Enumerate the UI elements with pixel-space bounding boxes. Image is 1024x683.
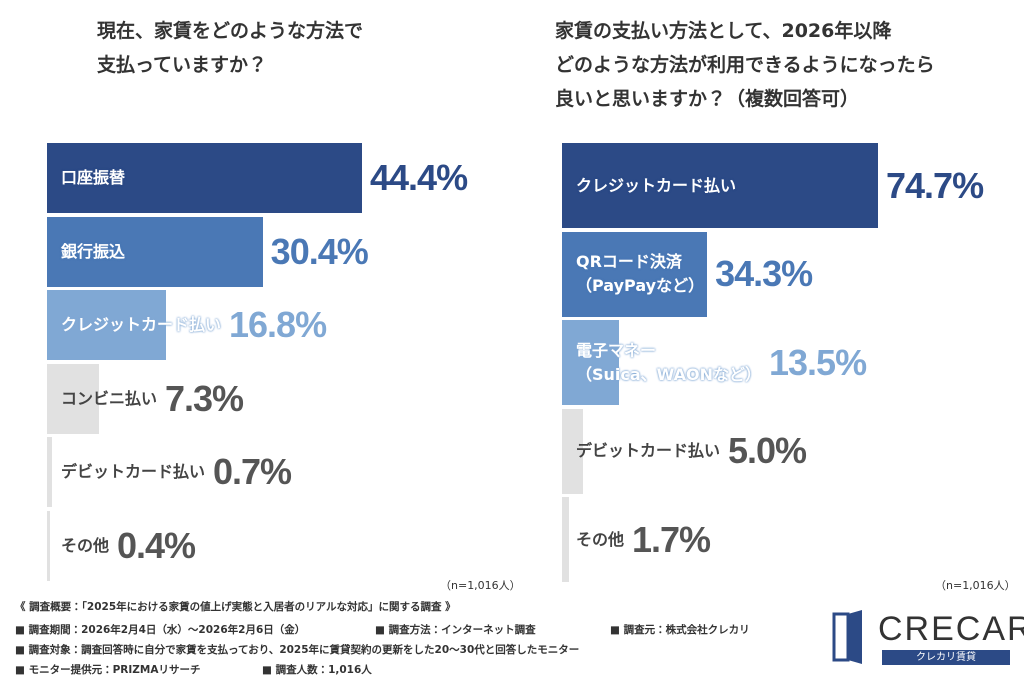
value-label: 0.4% bbox=[117, 524, 196, 566]
value-label: 0.7% bbox=[213, 451, 292, 492]
bar bbox=[47, 216, 263, 287]
logo-tagline: クレカリ賃貸 bbox=[882, 650, 1010, 665]
chart-title: 現在、家賃をどのような方法で 支払っていますか？ bbox=[97, 20, 364, 76]
category-label: 銀行振込 bbox=[61, 241, 126, 261]
category-label: その他 bbox=[576, 529, 625, 549]
chart-title: 家賃の支払い方法として、2026年以降 どのような方法が利用できるようになったら… bbox=[555, 20, 935, 110]
sample-note: （n=1,016人） bbox=[935, 579, 1016, 592]
bar bbox=[47, 510, 50, 581]
category-label: コンビニ払い bbox=[61, 388, 158, 408]
footer-item: ■ 調査期間：2026年2月4日（水）〜2026年2月6日（金） bbox=[15, 624, 306, 636]
footer-item: ■ 調査元：株式会社クレカリ bbox=[610, 624, 750, 636]
footer-heading: 《 調査概要：「2025年における家賃の値上げ実態と入居者のリアルな対応」に関す… bbox=[15, 601, 456, 613]
category-label: 電子マネー （Suica、WAONなど） bbox=[576, 340, 761, 384]
value-label: 34.3% bbox=[715, 253, 813, 294]
value-label: 30.4% bbox=[270, 230, 369, 272]
value-label: 1.7% bbox=[632, 518, 711, 560]
footer-item: ■ 調査方法：インターネット調査 bbox=[375, 624, 536, 636]
sample-note: （n=1,016人） bbox=[440, 579, 521, 592]
value-label: 16.8% bbox=[229, 304, 327, 345]
bar bbox=[562, 320, 620, 405]
bar bbox=[562, 143, 878, 228]
value-label: 7.3% bbox=[165, 377, 244, 419]
logo-name: CRECARI bbox=[878, 610, 1024, 648]
bar bbox=[562, 231, 708, 317]
value-label: 74.7% bbox=[886, 164, 984, 206]
category-label: デビットカード払い bbox=[61, 462, 206, 481]
bar bbox=[562, 408, 584, 494]
value-label: 13.5% bbox=[769, 341, 867, 383]
category-label: デビットカード払い bbox=[576, 441, 721, 460]
value-label: 5.0% bbox=[728, 430, 807, 471]
bar bbox=[562, 497, 570, 582]
logo-icon bbox=[832, 610, 862, 664]
value-label: 44.4% bbox=[370, 157, 468, 198]
footer-item: ■ モニター提供元：PRIZMAリサーチ bbox=[15, 664, 201, 676]
category-label: その他 bbox=[61, 535, 110, 555]
footer-item: ■ 調査人数：1,016人 bbox=[262, 664, 372, 676]
bar bbox=[47, 143, 362, 213]
category-label: クレジットカード払い bbox=[61, 315, 222, 334]
footer-item: ■ 調査対象：調査回答時に自分で家賃を支払っており、2025年に賃貸契約の更新を… bbox=[15, 644, 580, 656]
category-label: 口座振替 bbox=[61, 168, 126, 187]
category-label: QRコード決済 （PayPayなど） bbox=[576, 252, 705, 295]
bar bbox=[47, 437, 52, 507]
category-label: クレジットカード払い bbox=[576, 175, 737, 195]
bar bbox=[47, 290, 167, 360]
bar bbox=[47, 363, 99, 434]
